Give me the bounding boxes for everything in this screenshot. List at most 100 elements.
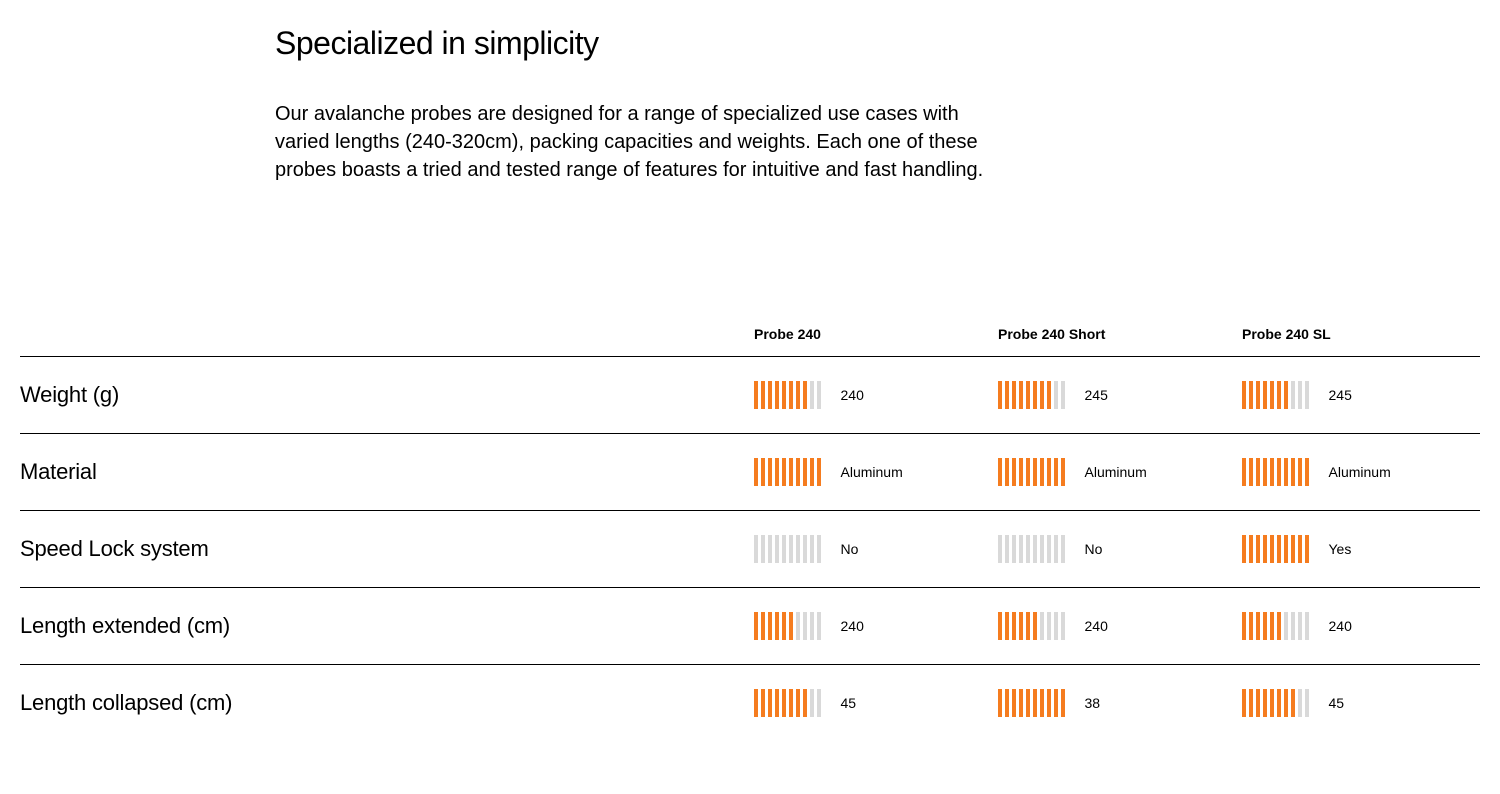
- bar-segment: [1291, 689, 1295, 717]
- bar-segment: [1033, 381, 1037, 409]
- bar-segment: [1284, 689, 1288, 717]
- bar-segment: [789, 381, 793, 409]
- bar-segment: [1019, 458, 1023, 486]
- bar-segment: [1270, 458, 1274, 486]
- bar-segment: [1047, 612, 1051, 640]
- table-cell: 240: [1242, 612, 1486, 640]
- bar-segment: [1298, 381, 1302, 409]
- row-label: Material: [20, 459, 754, 485]
- bar-segment: [789, 535, 793, 563]
- column-header: Probe 240 Short: [998, 326, 1242, 342]
- bar-segment: [1040, 689, 1044, 717]
- bar-segment: [1284, 458, 1288, 486]
- bar-segment: [1249, 458, 1253, 486]
- row-label: Weight (g): [20, 382, 754, 408]
- bar-segment: [1040, 612, 1044, 640]
- table-row: Length extended (cm)240240240: [20, 587, 1480, 664]
- bar-segment: [782, 458, 786, 486]
- cell-value: 240: [841, 387, 864, 403]
- bar-indicator: [754, 381, 821, 409]
- bar-segment: [1291, 612, 1295, 640]
- bar-segment: [1033, 535, 1037, 563]
- bar-segment: [1305, 612, 1309, 640]
- bar-indicator: [1242, 612, 1309, 640]
- bar-segment: [810, 612, 814, 640]
- page-heading: Specialized in simplicity: [275, 25, 1015, 62]
- bar-segment: [775, 458, 779, 486]
- bar-segment: [1270, 381, 1274, 409]
- bar-segment: [1305, 381, 1309, 409]
- bar-segment: [1284, 381, 1288, 409]
- bar-segment: [803, 458, 807, 486]
- bar-segment: [1005, 612, 1009, 640]
- table-cell: No: [754, 535, 998, 563]
- bar-segment: [1305, 458, 1309, 486]
- bar-segment: [810, 381, 814, 409]
- bar-segment: [775, 612, 779, 640]
- bar-segment: [1040, 535, 1044, 563]
- bar-segment: [810, 689, 814, 717]
- cell-value: Aluminum: [1085, 464, 1147, 480]
- bar-segment: [998, 381, 1002, 409]
- bar-segment: [1047, 458, 1051, 486]
- bar-segment: [1047, 381, 1051, 409]
- table-cell: 38: [998, 689, 1242, 717]
- cell-value: Aluminum: [841, 464, 903, 480]
- bar-segment: [1256, 612, 1260, 640]
- bar-segment: [1012, 381, 1016, 409]
- bar-segment: [1256, 689, 1260, 717]
- bar-segment: [789, 612, 793, 640]
- row-label: Length extended (cm): [20, 613, 754, 639]
- bar-segment: [1242, 612, 1246, 640]
- cell-value: 38: [1085, 695, 1101, 711]
- cell-value: 45: [1329, 695, 1345, 711]
- bar-segment: [761, 612, 765, 640]
- bar-segment: [768, 381, 772, 409]
- bar-segment: [1061, 458, 1065, 486]
- bar-segment: [1249, 612, 1253, 640]
- bar-indicator: [754, 458, 821, 486]
- bar-segment: [1019, 381, 1023, 409]
- cell-value: 240: [1085, 618, 1108, 634]
- bar-indicator: [754, 535, 821, 563]
- table-cell: Yes: [1242, 535, 1486, 563]
- bar-segment: [1291, 458, 1295, 486]
- bar-segment: [1277, 612, 1281, 640]
- table-cell: 245: [1242, 381, 1486, 409]
- bar-segment: [803, 535, 807, 563]
- table-row: Weight (g)240245245: [20, 356, 1480, 433]
- bar-segment: [1263, 458, 1267, 486]
- bar-segment: [1270, 612, 1274, 640]
- bar-segment: [1061, 689, 1065, 717]
- bar-segment: [1298, 689, 1302, 717]
- bar-segment: [1242, 689, 1246, 717]
- column-header: Probe 240 SL: [1242, 326, 1486, 342]
- bar-segment: [1047, 689, 1051, 717]
- table-cell: 240: [754, 612, 998, 640]
- bar-segment: [782, 689, 786, 717]
- row-label: Length collapsed (cm): [20, 690, 754, 716]
- bar-segment: [1026, 458, 1030, 486]
- bar-segment: [1263, 535, 1267, 563]
- bar-segment: [1054, 458, 1058, 486]
- bar-segment: [1012, 689, 1016, 717]
- bar-segment: [1026, 381, 1030, 409]
- bar-segment: [1054, 612, 1058, 640]
- bar-segment: [998, 535, 1002, 563]
- table-cell: 45: [1242, 689, 1486, 717]
- cell-value: Yes: [1329, 541, 1352, 557]
- bar-segment: [1005, 458, 1009, 486]
- bar-segment: [810, 458, 814, 486]
- bar-segment: [1249, 535, 1253, 563]
- bar-segment: [1277, 381, 1281, 409]
- bar-segment: [768, 535, 772, 563]
- bar-segment: [1284, 535, 1288, 563]
- bar-segment: [1005, 689, 1009, 717]
- bar-segment: [1033, 689, 1037, 717]
- bar-segment: [1005, 381, 1009, 409]
- bar-segment: [1256, 381, 1260, 409]
- cell-value: No: [841, 541, 859, 557]
- table-cell: Aluminum: [754, 458, 998, 486]
- bar-segment: [1012, 535, 1016, 563]
- bar-segment: [1047, 535, 1051, 563]
